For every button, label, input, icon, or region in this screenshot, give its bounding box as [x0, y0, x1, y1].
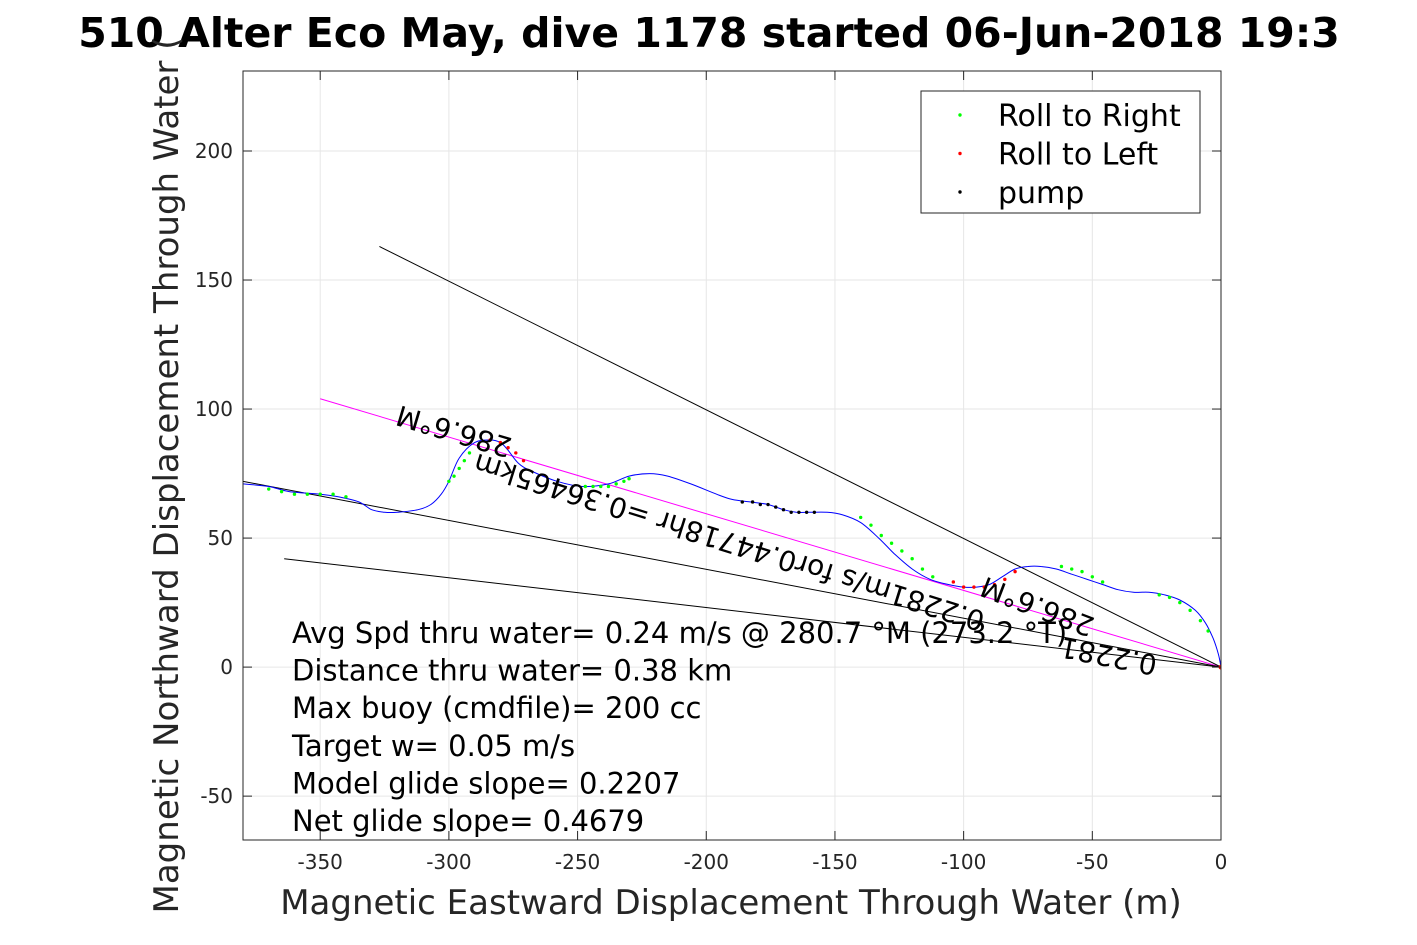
- roll-right-point: [1080, 569, 1084, 574]
- pump-point: [766, 502, 770, 507]
- y-tick-label: 50: [208, 526, 233, 550]
- x-tick-label: -50: [1076, 850, 1109, 874]
- legend-label: Roll to Left: [998, 138, 1158, 173]
- x-tick-label: -100: [941, 850, 986, 874]
- y-tick-label: -50: [200, 784, 233, 808]
- roll-right-point: [344, 495, 348, 499]
- x-axis-label: Magnetic Eastward Displacement Through W…: [280, 883, 1182, 923]
- roll-right-point: [889, 541, 894, 545]
- line-net: [243, 480, 1221, 668]
- roll-right-point: [622, 479, 626, 484]
- roll-right-point: [931, 575, 935, 579]
- roll-left-point: [1013, 569, 1017, 574]
- roll-right-point: [318, 492, 322, 496]
- roll-left-point: [521, 458, 526, 463]
- stats-text: Avg Spd thru water= 0.24 m/s @ 280.7 °M …: [291, 616, 1067, 838]
- roll-right-point: [910, 557, 914, 561]
- y-tick-label: 0: [220, 655, 233, 679]
- legend-label: Roll to Right: [998, 99, 1181, 134]
- x-tick-label: -150: [812, 850, 857, 874]
- stat-line: Distance thru water= 0.38 km: [292, 654, 732, 688]
- stat-line: Model glide slope= 0.2207: [292, 766, 680, 800]
- axes-box: [242, 70, 1222, 841]
- roll-left-point: [506, 446, 510, 450]
- roll-right-point: [1100, 580, 1105, 584]
- roll-left-point: [498, 440, 503, 445]
- roll-left-point: [992, 582, 997, 587]
- roll-right-point: [292, 492, 297, 496]
- roll-right-point: [279, 489, 284, 494]
- legend-marker: [958, 113, 962, 117]
- roll-right-point: [920, 567, 925, 571]
- roll-left-point: [982, 585, 986, 589]
- x-tick-label: -300: [426, 850, 471, 874]
- stat-line: Avg Spd thru water= 0.24 m/s @ 280.7 °M …: [292, 616, 1067, 650]
- line-lower: [284, 558, 1221, 668]
- x-tick-label: 0: [1215, 850, 1228, 874]
- pump-point: [797, 510, 801, 514]
- roll-right-point: [606, 484, 611, 489]
- pump-point: [774, 505, 778, 509]
- roll-right-point: [1167, 595, 1172, 600]
- x-tick-label: -350: [298, 850, 343, 874]
- roll-right-point: [1059, 564, 1064, 569]
- roll-right-point: [447, 479, 451, 484]
- y-tick-label: 100: [195, 397, 233, 421]
- x-tick-label: -200: [684, 850, 729, 874]
- line-upper: [379, 246, 1221, 668]
- roll-right-point: [1070, 567, 1074, 571]
- roll-right-point: [331, 492, 335, 496]
- pump-point: [804, 510, 809, 514]
- stat-line: Target w= 0.05 m/s: [291, 729, 575, 763]
- y-tick-label: 150: [195, 268, 233, 292]
- pump-point: [750, 500, 755, 504]
- roll-right-point: [1157, 593, 1161, 597]
- x-tick-label: -250: [555, 850, 600, 874]
- roll-right-point: [457, 466, 461, 471]
- roll-left-point: [1003, 577, 1007, 582]
- y-tick-label: 200: [195, 139, 233, 163]
- chart-title: 510 Alter Eco May, dive 1178 started 06-…: [78, 9, 1340, 57]
- roll-left-point: [488, 438, 492, 442]
- roll-left-point: [951, 580, 956, 584]
- roll-right-point: [1198, 618, 1203, 623]
- legend-marker: [958, 151, 962, 156]
- y-axis-label: Magnetic Northward Displacement Through …: [147, 37, 187, 914]
- roll-right-point: [869, 523, 873, 527]
- pump-point: [758, 502, 763, 507]
- roll-right-point: [614, 482, 618, 486]
- stat-line: Net glide slope= 0.4679: [292, 804, 644, 838]
- legend-box: [920, 90, 1201, 214]
- legend-marker: [958, 190, 962, 194]
- pump-point: [812, 510, 817, 514]
- roll-left-point: [514, 451, 518, 455]
- pump-point: [781, 507, 786, 512]
- roll-right-point: [1206, 629, 1210, 633]
- axis-ticks: -350 -300 -250 -200 -150 -100 -50 0 -50 0 50 100 150…: [195, 71, 1228, 874]
- roll-right-point: [1178, 600, 1182, 605]
- roll-right-point: [267, 487, 271, 491]
- roll-right-point: [467, 451, 472, 455]
- roll-right-point: [305, 492, 310, 496]
- roll-right-point: [591, 484, 595, 489]
- pump-point: [789, 510, 793, 514]
- roll-right-point: [900, 549, 904, 553]
- pump-point: [740, 500, 744, 504]
- roll-right-point: [1090, 575, 1095, 579]
- stat-line: Max buoy (cmdfile)= 200 cc: [292, 691, 701, 725]
- legend-label: pump: [998, 176, 1084, 211]
- roll-left-point: [972, 585, 976, 589]
- roll-left-point: [961, 585, 966, 589]
- roll-right-point: [599, 484, 603, 489]
- roll-right-point: [583, 484, 587, 489]
- roll-right-point: [858, 515, 863, 520]
- roll-right-point: [462, 458, 467, 463]
- roll-right-point: [627, 477, 631, 481]
- line-avg: [320, 398, 1221, 668]
- roll-right-point: [452, 474, 456, 478]
- roll-right-point: [1188, 608, 1192, 613]
- roll-right-point: [879, 533, 883, 538]
